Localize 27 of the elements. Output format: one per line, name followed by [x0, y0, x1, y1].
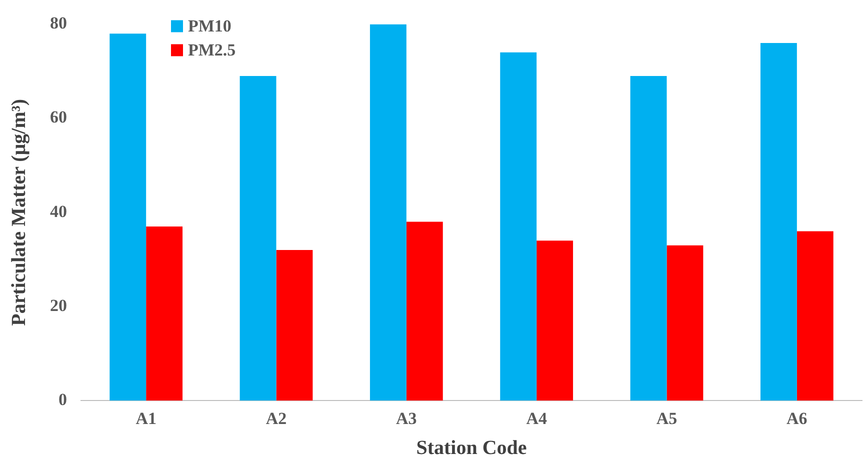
bar [110, 34, 146, 401]
bar [760, 43, 797, 401]
x-tick-label: A4 [526, 409, 548, 428]
bar [796, 231, 834, 401]
legend-label: PM10 [188, 16, 232, 36]
bar [240, 76, 276, 401]
bar [406, 222, 443, 401]
x-tick-label: A3 [396, 409, 417, 428]
x-tick-label: A1 [136, 409, 156, 428]
legend-label: PM2.5 [188, 40, 236, 60]
y-axis-title: Particulate Matter (μg/m³) [8, 98, 30, 326]
y-tick-label: 60 [50, 108, 67, 127]
bar [146, 226, 183, 401]
y-tick-label: 80 [50, 14, 67, 33]
y-tick-label: 0 [58, 390, 67, 409]
bar [370, 24, 406, 401]
bar [630, 76, 667, 401]
bar [276, 250, 313, 401]
x-tick-label: A5 [656, 409, 678, 428]
x-tick-label: A6 [786, 409, 808, 428]
y-tick-label: 20 [50, 296, 67, 315]
y-tick-label: 40 [50, 202, 67, 221]
bar [500, 52, 537, 401]
x-tick-label: A2 [266, 409, 287, 428]
bar [536, 240, 574, 401]
x-axis-title: Station Code [416, 437, 527, 460]
bar [666, 245, 704, 401]
